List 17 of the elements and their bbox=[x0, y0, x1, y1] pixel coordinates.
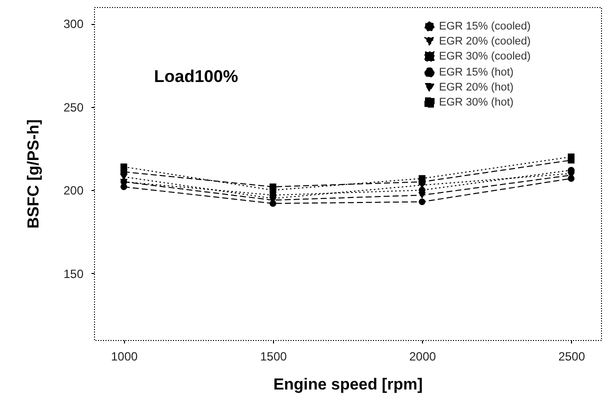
x-tick-label: 2000 bbox=[409, 350, 436, 364]
legend-label: EGR 20% (cooled) bbox=[439, 36, 531, 48]
legend-label: EGR 15% (hot) bbox=[439, 66, 514, 78]
legend-label: EGR 30% (hot) bbox=[439, 96, 514, 108]
y-tick-label: 250 bbox=[63, 100, 84, 114]
x-tick-label: 2500 bbox=[558, 350, 586, 364]
x-tick-label: 1000 bbox=[110, 350, 138, 364]
x-tick-label: 1500 bbox=[260, 350, 288, 364]
y-axis-title: BSFC [g/PS-h] bbox=[25, 119, 42, 229]
x-axis-title: Engine speed [rpm] bbox=[273, 376, 423, 394]
legend-label: EGR 30% (cooled) bbox=[439, 50, 531, 62]
legend-label: EGR 15% (cooled) bbox=[439, 20, 531, 32]
y-tick-label: 150 bbox=[63, 266, 84, 281]
annotation: Load100% bbox=[154, 67, 238, 86]
legend-label: EGR 20% (hot) bbox=[439, 82, 514, 94]
y-tick-label: 200 bbox=[63, 184, 84, 198]
y-tick-label: 300 bbox=[63, 17, 84, 32]
